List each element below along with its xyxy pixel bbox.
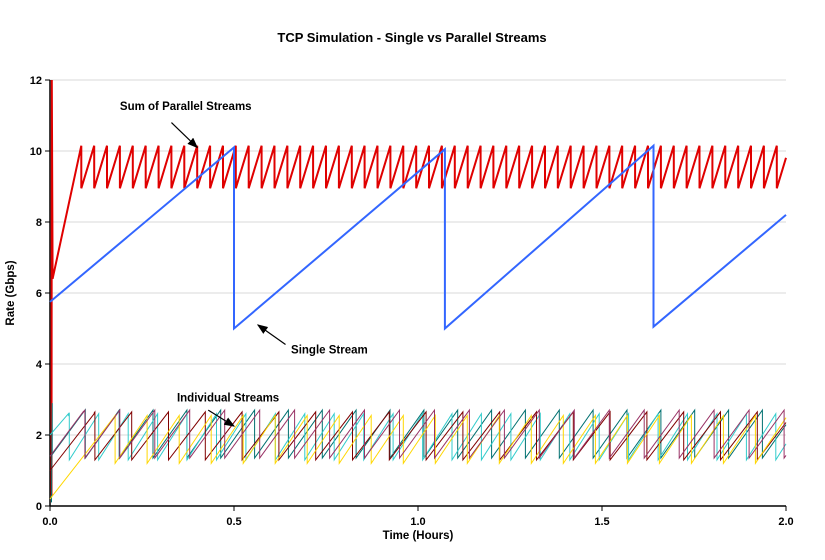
chart-title: TCP Simulation - Single vs Parallel Stre… (277, 30, 546, 45)
annotation-arrow (256, 324, 286, 345)
annotation-label: Sum of Parallel Streams (120, 101, 252, 113)
series-line (50, 79, 787, 496)
series-line (49, 413, 787, 500)
y-tick-label: 8 (36, 217, 42, 229)
annotation-arrow (207, 409, 236, 427)
x-tick-label: 1.0 (410, 516, 425, 528)
y-tick-label: 10 (30, 146, 42, 158)
series-line (49, 411, 787, 462)
y-tick-label: 12 (30, 75, 42, 87)
y-tick-label: 4 (36, 359, 43, 371)
series-line (49, 143, 787, 331)
y-tick-label: 0 (36, 501, 42, 513)
y-tick-label: 6 (36, 288, 42, 300)
y-tick-label: 2 (36, 430, 42, 442)
x-axis-label: Time (Hours) (383, 530, 454, 542)
annotation-label: Individual Streams (177, 392, 279, 404)
y-axis-label: Rate (Gbps) (5, 260, 17, 325)
series-line (49, 410, 787, 471)
gridlines (50, 79, 786, 436)
x-tick-label: 1.5 (594, 516, 609, 528)
axes: 0 2 4 6 8 10 12 0.0 0.5 1.0 1.5 2.0 (30, 75, 794, 528)
x-tick-label: 2.0 (778, 516, 793, 528)
series-line (51, 403, 787, 503)
x-tick-label: 0.0 (42, 516, 57, 528)
series-line (49, 408, 787, 460)
series-lines (49, 79, 787, 503)
annotation-label: Single Stream (291, 344, 368, 356)
annotation-arrow (171, 122, 199, 149)
annotations: Sum of Parallel Streams Single Stream Indi… (120, 101, 368, 427)
x-tick-label: 0.5 (226, 516, 241, 528)
